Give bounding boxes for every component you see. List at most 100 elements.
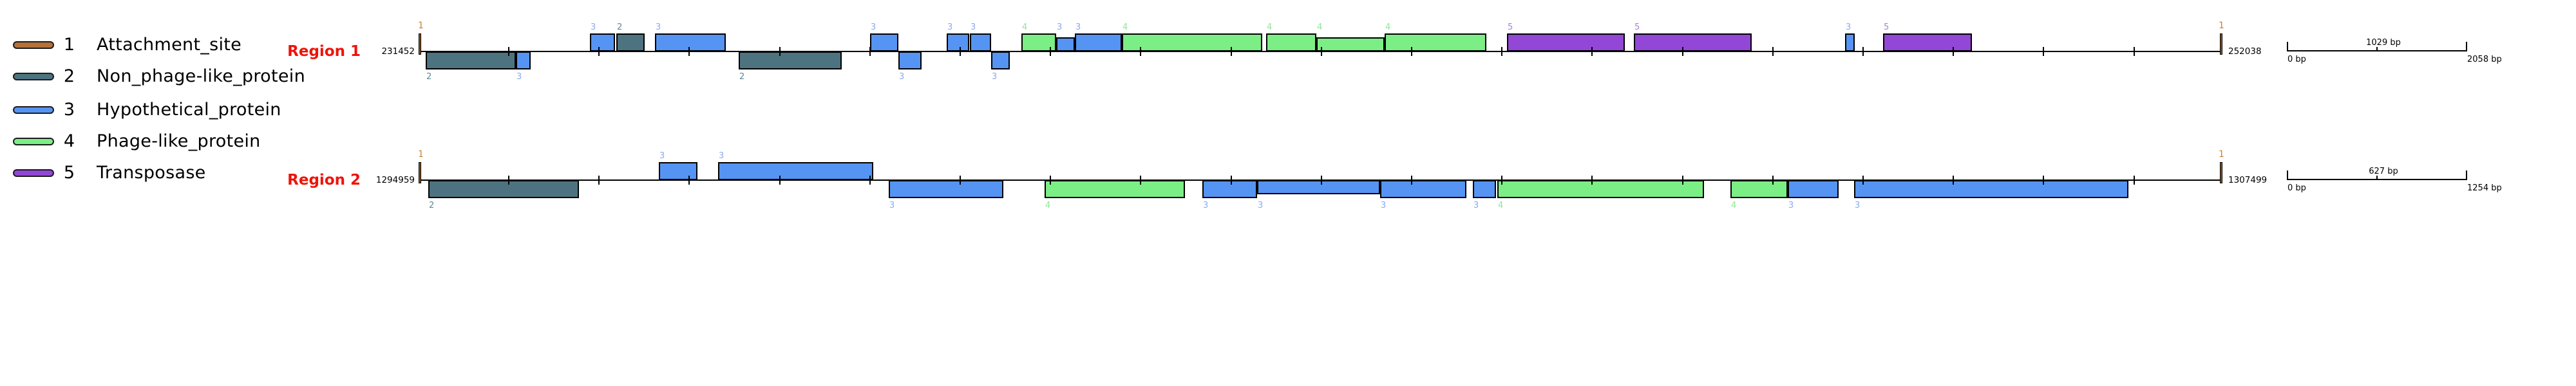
backbone-tick: [1140, 47, 1142, 56]
gene-box-category-4[interactable]: [1122, 33, 1262, 51]
scalebar-end-tick: [2466, 170, 2467, 179]
gene-category-label: 3: [1075, 23, 1081, 32]
scalebar-mid-tick: [2376, 176, 2378, 179]
scalebar-mid-tick: [2376, 47, 2378, 50]
attachment-site-bar[interactable]: [2220, 162, 2222, 183]
gene-box-category-4[interactable]: [1045, 180, 1185, 198]
gene-box-category-3[interactable]: [718, 162, 873, 180]
attachment-site-label: 1: [2219, 21, 2224, 31]
backbone-tick: [1772, 47, 1774, 56]
backbone-tick: [960, 176, 961, 185]
gene-box-category-3[interactable]: [889, 180, 1003, 198]
legend-swatch-icon: [13, 73, 54, 80]
genome-backbone-line: [420, 51, 2221, 52]
legend-swatch-icon: [13, 138, 54, 145]
gene-category-label: 3: [659, 151, 665, 161]
legend-item-label: Hypothetical_protein: [97, 100, 281, 120]
legend-swatch-icon: [13, 169, 54, 177]
attachment-site-bar[interactable]: [2220, 33, 2222, 55]
gene-box-category-3[interactable]: [1257, 180, 1380, 194]
gene-box-category-4[interactable]: [1316, 37, 1385, 51]
gene-box-category-3[interactable]: [1075, 33, 1122, 51]
gene-box-category-2[interactable]: [616, 33, 645, 51]
backbone-tick: [688, 176, 690, 185]
gene-box-category-3[interactable]: [947, 33, 969, 51]
gene-category-label: 3: [1846, 23, 1852, 32]
scalebar-left-label: 0 bp: [2287, 55, 2306, 64]
backbone-tick: [779, 176, 781, 185]
attachment-site-label: 1: [418, 21, 424, 31]
attachment-site-label: 1: [418, 149, 424, 160]
legend-item-label: Phage-like_protein: [97, 131, 261, 151]
gene-box-category-2[interactable]: [426, 51, 516, 69]
legend-item-attachment_site: 1 Attachment_site: [0, 34, 399, 56]
backbone-tick: [1681, 176, 1683, 185]
scalebar-line: [2287, 50, 2467, 51]
gene-box-category-5[interactable]: [1507, 33, 1625, 51]
gene-box-category-4[interactable]: [1266, 33, 1316, 51]
backbone-tick: [1411, 47, 1412, 56]
backbone-tick: [1320, 176, 1322, 185]
region-end-coordinate: 1307499: [2228, 175, 2268, 185]
gene-category-label: 3: [1473, 201, 1479, 210]
backbone-tick: [1591, 47, 1593, 56]
gene-box-category-4[interactable]: [1497, 180, 1704, 198]
scalebar-end-tick: [2466, 42, 2467, 50]
gene-box-category-3[interactable]: [991, 51, 1010, 69]
gene-category-label: 5: [1508, 23, 1513, 32]
gene-category-label: 3: [871, 23, 876, 32]
scalebar-segment-label: 1029 bp: [2366, 38, 2401, 48]
gene-box-category-4[interactable]: [1730, 180, 1788, 198]
gene-box-category-3[interactable]: [1473, 180, 1496, 198]
gene-category-label: 3: [947, 23, 953, 32]
backbone-tick: [960, 47, 961, 56]
gene-box-category-3[interactable]: [1788, 180, 1839, 198]
gene-category-label: 2: [429, 201, 435, 210]
gene-category-label: 3: [591, 23, 596, 32]
legend-swatch-icon: [13, 41, 54, 49]
backbone-tick: [2133, 47, 2135, 56]
legend-item-label: Attachment_site: [97, 35, 242, 55]
gene-box-category-2[interactable]: [739, 51, 842, 69]
gene-box-category-3[interactable]: [1845, 33, 1855, 51]
gene-box-category-3[interactable]: [1056, 37, 1075, 51]
gene-box-category-3[interactable]: [590, 33, 615, 51]
attachment-site-bar[interactable]: [419, 33, 421, 55]
backbone-tick: [2133, 176, 2135, 185]
gene-box-category-3[interactable]: [659, 162, 697, 180]
backbone-tick: [1953, 47, 1955, 56]
genome-backbone-line: [420, 179, 2221, 181]
gene-category-label: 3: [1057, 23, 1063, 32]
gene-box-category-4[interactable]: [1385, 33, 1486, 51]
gene-category-label: 4: [1022, 23, 1028, 32]
gene-category-label: 5: [1884, 23, 1889, 32]
scalebar-end-tick: [2287, 42, 2288, 50]
backbone-tick: [1501, 47, 1503, 56]
legend-item-number: 2: [63, 66, 75, 86]
gene-box-category-5[interactable]: [1634, 33, 1752, 51]
gene-box-category-3[interactable]: [970, 33, 991, 51]
gene-box-category-3[interactable]: [516, 51, 531, 69]
gene-box-category-3[interactable]: [1854, 180, 2128, 198]
backbone-tick: [1501, 176, 1503, 185]
gene-box-category-3[interactable]: [1202, 180, 1257, 198]
backbone-tick: [1411, 176, 1412, 185]
gene-box-category-5[interactable]: [1883, 33, 1972, 51]
backbone-tick: [1862, 47, 1864, 56]
legend-item-non_phage-like_protein: 2 Non_phage-like_protein: [0, 66, 399, 87]
attachment-site-bar[interactable]: [419, 162, 421, 183]
gene-category-label: 4: [1498, 201, 1504, 210]
gene-category-label: 3: [1855, 201, 1861, 210]
backbone-tick: [2043, 176, 2045, 185]
backbone-tick: [508, 47, 509, 56]
backbone-tick: [1681, 47, 1683, 56]
gene-box-category-3[interactable]: [1380, 180, 1466, 198]
legend-item-hypothetical_protein: 3 Hypothetical_protein: [0, 99, 399, 121]
gene-box-category-2[interactable]: [428, 180, 579, 198]
backbone-tick: [1050, 47, 1052, 56]
gene-box-category-3[interactable]: [898, 51, 922, 69]
gene-box-category-3[interactable]: [870, 33, 898, 51]
gene-box-category-3[interactable]: [655, 33, 726, 51]
gene-category-label: 3: [889, 201, 895, 210]
